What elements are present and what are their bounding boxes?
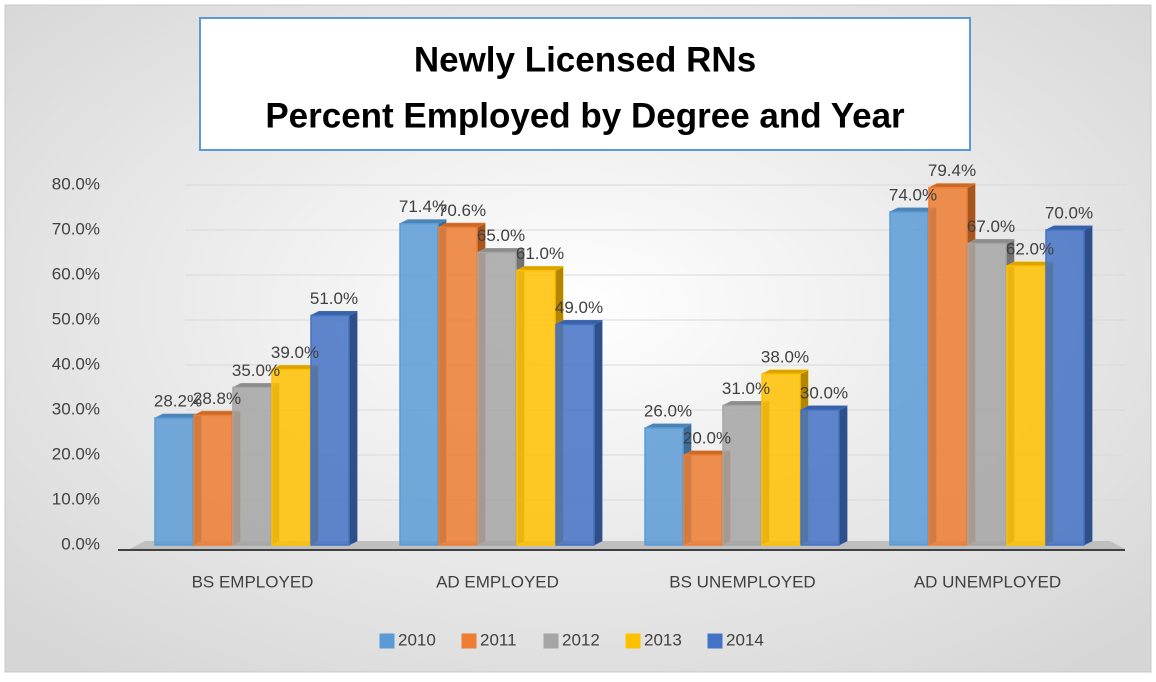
x-tick-label: BS EMPLOYED xyxy=(192,572,314,591)
value-label: 26.0% xyxy=(644,401,692,420)
y-tick-label: 10.0% xyxy=(52,489,100,508)
bar xyxy=(889,211,929,546)
floor xyxy=(130,541,1125,549)
x-tick-label: AD EMPLOYED xyxy=(436,572,559,591)
bar-top-shade xyxy=(439,223,485,228)
bar xyxy=(722,404,762,546)
value-label: 35.0% xyxy=(232,361,280,380)
bar-side-shade xyxy=(594,320,602,545)
bar-top-shade xyxy=(1007,262,1053,266)
x-tick-label: AD UNEMPLOYED xyxy=(914,572,1061,591)
bar xyxy=(1006,265,1046,546)
y-tick-label: 50.0% xyxy=(52,309,100,328)
value-label: 79.4% xyxy=(928,161,976,180)
value-label: 67.0% xyxy=(967,217,1015,236)
legend-label: 2013 xyxy=(644,630,682,649)
y-tick-label: 80.0% xyxy=(52,174,100,193)
bar-top-shade xyxy=(890,208,936,212)
value-label: 74.0% xyxy=(889,185,937,204)
bar-top-shade xyxy=(1046,226,1092,230)
chart-title: Newly Licensed RNs xyxy=(414,40,756,79)
bar xyxy=(1045,229,1085,546)
bar-top-shade xyxy=(233,383,279,388)
bar-top-shade xyxy=(762,370,808,374)
legend-swatch xyxy=(543,633,559,649)
bar xyxy=(516,269,556,546)
bar xyxy=(555,323,595,546)
y-tick-label: 60.0% xyxy=(52,264,100,283)
legend-label: 2011 xyxy=(480,630,517,649)
bar-top-shade xyxy=(684,451,730,455)
bar-top-shade xyxy=(194,411,240,416)
bar-side-shade xyxy=(839,406,847,545)
value-label: 31.0% xyxy=(722,379,770,398)
bar-top-shade xyxy=(517,266,563,271)
value-label: 38.0% xyxy=(761,347,809,366)
value-label: 70.6% xyxy=(438,201,486,220)
x-tick-label: BS UNEMPLOYED xyxy=(669,572,815,591)
chart-subtitle: Percent Employed by Degree and Year xyxy=(265,96,905,135)
y-tick-label: 20.0% xyxy=(52,444,100,463)
bar xyxy=(761,373,801,546)
legend-swatch xyxy=(707,633,723,649)
bar xyxy=(310,314,350,546)
bar xyxy=(438,226,478,546)
value-label: 65.0% xyxy=(477,226,525,245)
value-label: 30.0% xyxy=(800,383,848,402)
legend-label: 2012 xyxy=(562,630,600,649)
bar-top-shade xyxy=(929,183,975,188)
bar-side-shade xyxy=(1084,226,1092,545)
bar-top-shade xyxy=(155,414,201,419)
value-label: 49.0% xyxy=(555,298,603,317)
bar-top-shade xyxy=(311,311,357,316)
bar xyxy=(154,417,194,546)
bar xyxy=(928,186,968,546)
y-tick-label: 30.0% xyxy=(52,399,100,418)
bar-top-shade xyxy=(478,248,524,253)
bar-top-shade xyxy=(723,401,769,406)
legend-swatch xyxy=(625,633,641,649)
bar xyxy=(193,414,233,546)
title-box xyxy=(199,17,971,151)
bar-top-shade xyxy=(400,219,446,224)
bar-top-shade xyxy=(645,424,691,428)
bar-top-shade xyxy=(801,406,847,410)
value-label: 28.2% xyxy=(154,392,202,411)
bar-top-shade xyxy=(968,239,1014,244)
bar xyxy=(967,242,1007,546)
legend-label: 2010 xyxy=(398,630,436,649)
value-label: 20.0% xyxy=(683,428,731,447)
legend-swatch xyxy=(461,633,477,649)
bar-top-shade xyxy=(556,320,602,325)
value-label: 51.0% xyxy=(310,289,358,308)
y-tick-label: 0.0% xyxy=(61,534,100,553)
bar xyxy=(271,368,311,546)
y-tick-label: 70.0% xyxy=(52,219,100,238)
bar xyxy=(477,251,517,546)
y-tick-label: 40.0% xyxy=(52,354,100,373)
value-label: 70.0% xyxy=(1045,203,1093,222)
bar-side-shade xyxy=(349,311,357,545)
value-label: 39.0% xyxy=(271,343,319,362)
value-label: 61.0% xyxy=(516,244,564,263)
bar-top-shade xyxy=(272,365,318,370)
bar xyxy=(232,386,272,546)
bar xyxy=(399,222,439,546)
legend-swatch xyxy=(379,633,395,649)
value-label: 62.0% xyxy=(1006,239,1054,258)
value-label: 28.8% xyxy=(193,389,241,408)
bar xyxy=(644,427,684,546)
value-label: 71.4% xyxy=(399,197,447,216)
bar xyxy=(683,454,723,546)
legend-label: 2014 xyxy=(726,630,764,649)
bar xyxy=(800,409,840,546)
